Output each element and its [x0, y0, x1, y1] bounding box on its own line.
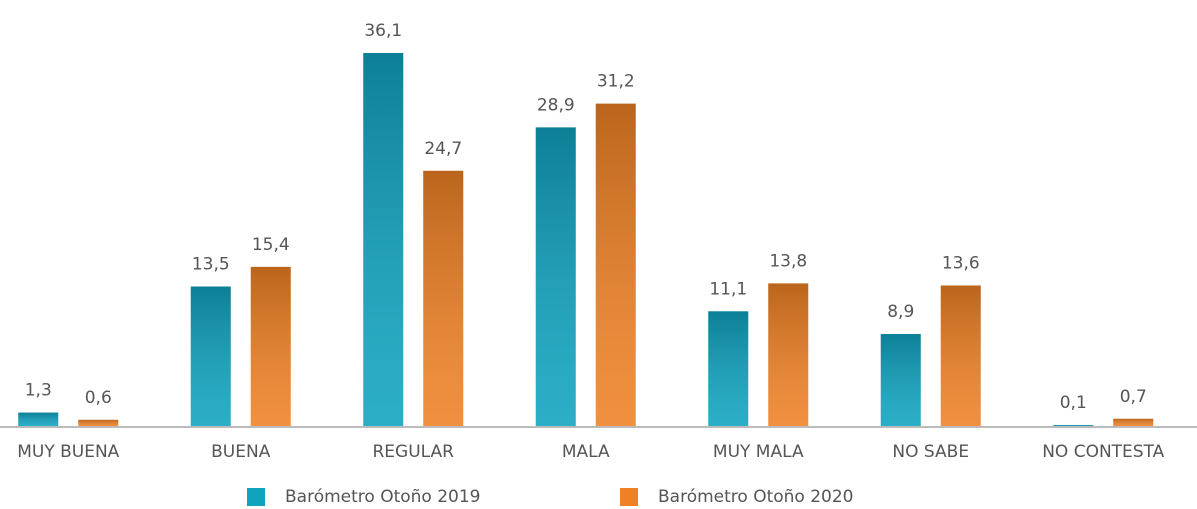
x-tick-label: BUENA: [211, 442, 271, 462]
bar-shade: [18, 412, 59, 426]
value-label: 0,6: [85, 388, 112, 408]
value-label: 11,1: [709, 279, 747, 299]
bar-shade: [78, 419, 119, 426]
legend-label: Barómetro Otoño 2020: [658, 487, 854, 507]
x-tick-label: MUY BUENA: [17, 442, 119, 462]
bar-shade: [595, 103, 636, 426]
bar-shade: [535, 127, 576, 427]
bar-shade: [250, 266, 291, 426]
value-label: 0,1: [1060, 393, 1087, 413]
legend-swatch: [620, 488, 638, 506]
legend-label: Barómetro Otoño 2019: [285, 487, 481, 507]
bar-shade: [940, 285, 981, 426]
x-tick-label: NO CONTESTA: [1042, 442, 1164, 462]
value-label: 13,5: [192, 255, 230, 275]
value-label: 13,8: [769, 251, 807, 271]
value-label: 13,6: [942, 253, 980, 273]
bar-shade: [423, 170, 464, 426]
value-label: 1,3: [25, 381, 52, 401]
x-tick-label: MALA: [562, 442, 610, 462]
value-label: 15,4: [252, 235, 290, 255]
value-label: 0,7: [1120, 387, 1147, 407]
bar-shade: [708, 311, 749, 426]
bar-shade: [768, 283, 809, 426]
bar-shade: [880, 334, 921, 426]
value-label: 24,7: [424, 139, 462, 159]
bar-shade: [190, 286, 231, 426]
x-tick-label: REGULAR: [373, 442, 455, 462]
value-label: 28,9: [537, 95, 575, 115]
bar-shade: [1113, 418, 1154, 426]
value-label: 36,1: [364, 21, 402, 41]
legend-swatch: [247, 488, 265, 506]
bar-shade: [363, 53, 404, 426]
value-label: 8,9: [887, 302, 914, 322]
value-label: 31,2: [597, 72, 635, 92]
x-tick-label: NO SABE: [892, 442, 969, 462]
x-tick-label: MUY MALA: [713, 442, 804, 462]
bar-shade: [1053, 424, 1094, 426]
